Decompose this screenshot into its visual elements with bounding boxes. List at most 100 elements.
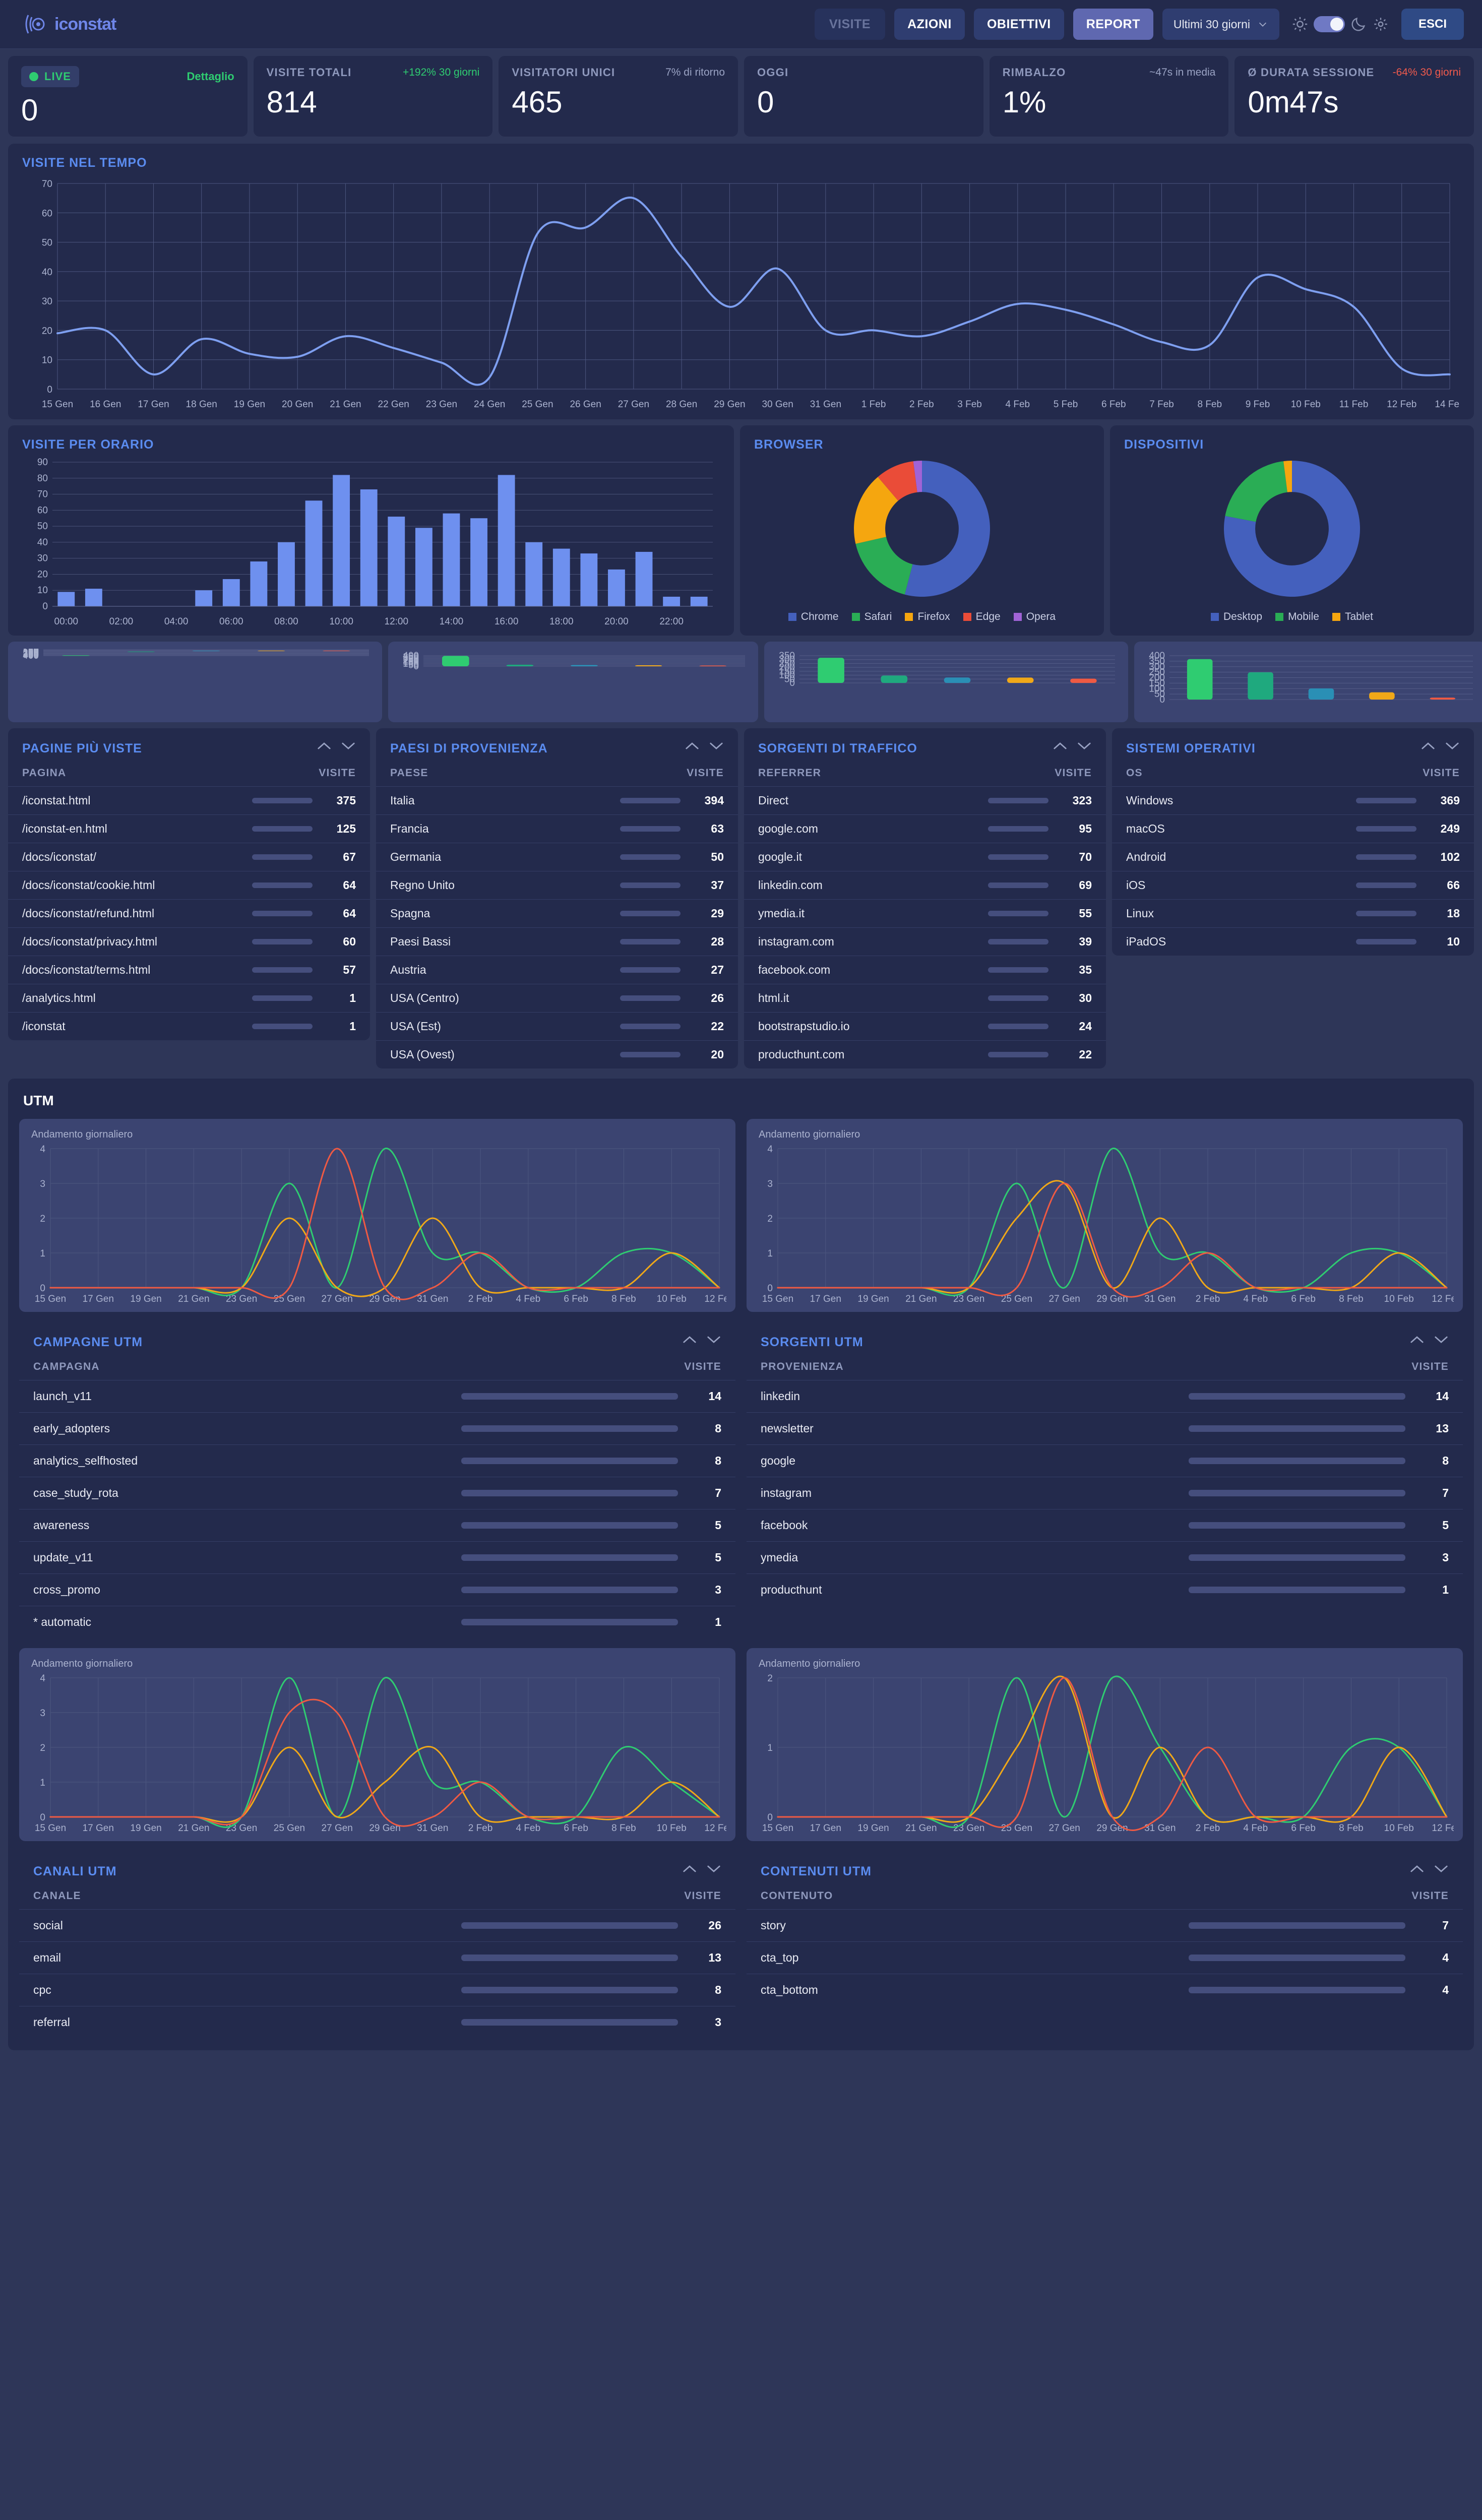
- table-row[interactable]: referral 3: [19, 2006, 735, 2038]
- row-label: /docs/iconstat/privacy.html: [22, 935, 158, 948]
- table-row[interactable]: producthunt 1: [747, 1573, 1463, 1606]
- table-row[interactable]: email 13: [19, 1941, 735, 1974]
- table-row[interactable]: USA (Est) 22: [376, 1012, 738, 1040]
- table-row[interactable]: social 26: [19, 1909, 735, 1941]
- chevron-down-icon[interactable]: [709, 741, 724, 750]
- table-row[interactable]: Linux 18: [1112, 899, 1474, 927]
- legend-item[interactable]: Edge: [963, 611, 1001, 623]
- table-row[interactable]: instagram.com 39: [744, 927, 1106, 956]
- svg-text:17 Gen: 17 Gen: [138, 399, 169, 410]
- live-detail-link[interactable]: Dettaglio: [187, 70, 234, 83]
- table-row[interactable]: producthunt.com 22: [744, 1040, 1106, 1068]
- table-row[interactable]: bootstrapstudio.io 24: [744, 1012, 1106, 1040]
- table-row[interactable]: Austria 27: [376, 956, 738, 984]
- utm-campaign-trend-chart: 0 1 2 3 4 15 Gen 17 Gen 19 Gen 21 Gen 23 Gen 25 Ge…: [28, 1141, 734, 1307]
- table-row[interactable]: /iconstat 1: [8, 1012, 370, 1040]
- app-logo[interactable]: iconstat: [23, 10, 116, 38]
- tab-obiettivi[interactable]: OBIETTIVI: [973, 9, 1064, 40]
- chevron-up-icon[interactable]: [317, 741, 332, 750]
- table-row[interactable]: /docs/iconstat/ 67: [8, 843, 370, 871]
- legend-item[interactable]: Tablet: [1332, 611, 1373, 623]
- table-row[interactable]: linkedin.com 69: [744, 871, 1106, 899]
- table-row[interactable]: /docs/iconstat/terms.html 57: [8, 956, 370, 984]
- table-row[interactable]: Francia 63: [376, 814, 738, 843]
- chevron-up-icon[interactable]: [682, 1335, 697, 1344]
- table-row[interactable]: Regno Unito 37: [376, 871, 738, 899]
- table-row[interactable]: google.it 70: [744, 843, 1106, 871]
- tab-azioni[interactable]: AZIONI: [894, 9, 965, 40]
- panel-browser: BROWSER Chrome Safari Firefox Edge Opera: [740, 425, 1104, 636]
- table-row[interactable]: Paesi Bassi 28: [376, 927, 738, 956]
- table-row[interactable]: update_v11 5: [19, 1541, 735, 1573]
- table-row[interactable]: iOS 66: [1112, 871, 1474, 899]
- table-row[interactable]: cta_top 4: [747, 1941, 1463, 1974]
- table-row[interactable]: Windows 369: [1112, 786, 1474, 814]
- tab-report[interactable]: REPORT: [1073, 9, 1153, 40]
- table-row[interactable]: awareness 5: [19, 1509, 735, 1541]
- sun-icon[interactable]: [1291, 16, 1309, 33]
- table-row[interactable]: Direct 323: [744, 786, 1106, 814]
- legend-item[interactable]: Mobile: [1275, 611, 1319, 623]
- table-row[interactable]: Spagna 29: [376, 899, 738, 927]
- chevron-down-icon[interactable]: [1445, 741, 1460, 750]
- table-row[interactable]: USA (Centro) 26: [376, 984, 738, 1012]
- table-row[interactable]: google 8: [747, 1444, 1463, 1477]
- table-row[interactable]: macOS 249: [1112, 814, 1474, 843]
- chevron-up-icon[interactable]: [1409, 1864, 1425, 1873]
- table-row[interactable]: ymedia.it 55: [744, 899, 1106, 927]
- chevron-down-icon[interactable]: [1434, 1864, 1449, 1873]
- table-row[interactable]: html.it 30: [744, 984, 1106, 1012]
- table-row[interactable]: story 7: [747, 1909, 1463, 1941]
- table-row[interactable]: cpc 8: [19, 1974, 735, 2006]
- table-row[interactable]: cta_bottom 4: [747, 1974, 1463, 2006]
- theme-toggle[interactable]: [1313, 16, 1345, 32]
- table-row[interactable]: cross_promo 3: [19, 1573, 735, 1606]
- logout-button[interactable]: ESCI: [1401, 9, 1464, 40]
- chevron-down-icon[interactable]: [341, 741, 356, 750]
- chevron-down-icon[interactable]: [706, 1335, 721, 1344]
- table-row[interactable]: Italia 394: [376, 786, 738, 814]
- row-bar-track: [461, 1554, 678, 1561]
- chevron-up-icon[interactable]: [1053, 741, 1068, 750]
- table-row[interactable]: * automatic 1: [19, 1606, 735, 1638]
- row-value: 14: [708, 1390, 721, 1403]
- date-range-selector[interactable]: Ultimi 30 giorni: [1162, 9, 1279, 40]
- table-row[interactable]: /iconstat-en.html 125: [8, 814, 370, 843]
- chevron-down-icon[interactable]: [706, 1864, 721, 1873]
- table-row[interactable]: ymedia 3: [747, 1541, 1463, 1573]
- chevron-up-icon[interactable]: [1421, 741, 1436, 750]
- table-row[interactable]: /docs/iconstat/privacy.html 60: [8, 927, 370, 956]
- table-row[interactable]: google.com 95: [744, 814, 1106, 843]
- legend-item[interactable]: Firefox: [905, 611, 950, 623]
- svg-text:50: 50: [42, 238, 52, 248]
- table-row[interactable]: facebook 5: [747, 1509, 1463, 1541]
- table-row[interactable]: launch_v11 14: [19, 1380, 735, 1412]
- table-row[interactable]: /iconstat.html 375: [8, 786, 370, 814]
- legend-item[interactable]: Opera: [1013, 611, 1056, 623]
- legend-item[interactable]: Chrome: [788, 611, 839, 623]
- table-row[interactable]: analytics_selfhosted 8: [19, 1444, 735, 1477]
- table-row[interactable]: facebook.com 35: [744, 956, 1106, 984]
- chevron-down-icon[interactable]: [1434, 1335, 1449, 1344]
- tab-visite[interactable]: VISITE: [814, 9, 885, 40]
- legend-item[interactable]: Safari: [851, 611, 892, 623]
- table-row[interactable]: Android 102: [1112, 843, 1474, 871]
- gear-icon[interactable]: [1372, 16, 1389, 33]
- table-row[interactable]: linkedin 14: [747, 1380, 1463, 1412]
- table-row[interactable]: /docs/iconstat/refund.html 64: [8, 899, 370, 927]
- moon-icon[interactable]: [1350, 16, 1367, 33]
- table-row[interactable]: Germania 50: [376, 843, 738, 871]
- table-row[interactable]: case_study_rota 7: [19, 1477, 735, 1509]
- table-row[interactable]: /docs/iconstat/cookie.html 64: [8, 871, 370, 899]
- table-row[interactable]: early_adopters 8: [19, 1412, 735, 1444]
- table-row[interactable]: newsletter 13: [747, 1412, 1463, 1444]
- chevron-up-icon[interactable]: [685, 741, 700, 750]
- table-row[interactable]: iPadOS 10: [1112, 927, 1474, 956]
- table-row[interactable]: USA (Ovest) 20: [376, 1040, 738, 1068]
- chevron-up-icon[interactable]: [1409, 1335, 1425, 1344]
- chevron-up-icon[interactable]: [682, 1864, 697, 1873]
- chevron-down-icon[interactable]: [1077, 741, 1092, 750]
- table-row[interactable]: /analytics.html 1: [8, 984, 370, 1012]
- legend-item[interactable]: Desktop: [1211, 611, 1262, 623]
- table-row[interactable]: instagram 7: [747, 1477, 1463, 1509]
